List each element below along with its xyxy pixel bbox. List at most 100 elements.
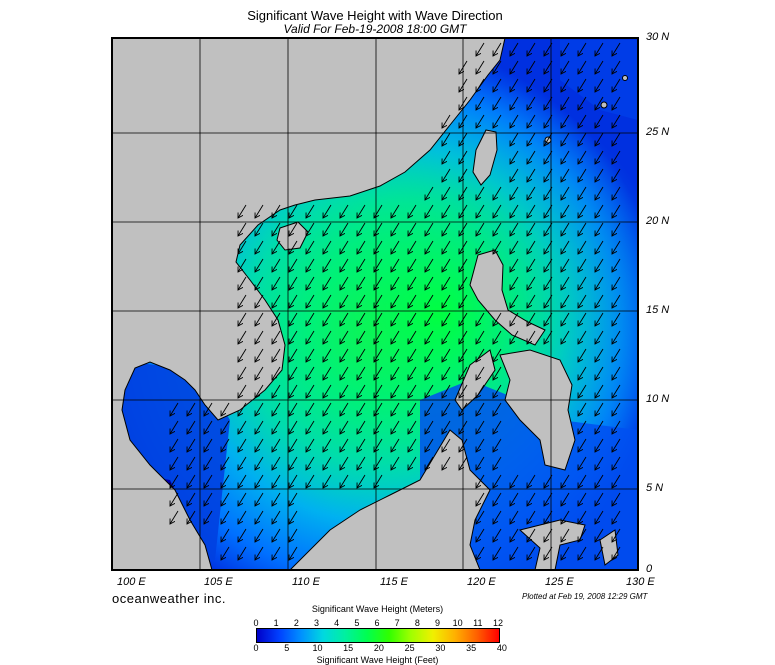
wave-arrow [204, 474, 213, 488]
wave-arrow [459, 114, 468, 128]
wave-arrow [238, 402, 247, 416]
wave-arrow [510, 240, 519, 254]
wave-arrow [340, 438, 349, 452]
wave-arrow [476, 456, 485, 470]
feet-tick: 5 [284, 643, 290, 653]
wave-arrow [442, 348, 451, 362]
wave-arrow [595, 42, 604, 56]
wave-arrow [476, 204, 485, 218]
wave-arrow [272, 438, 281, 452]
wave-arrow [289, 510, 298, 524]
wave-arrow [595, 312, 604, 326]
wave-arrow [578, 96, 587, 110]
wave-arrow [357, 258, 366, 272]
meter-tick: 5 [354, 618, 360, 628]
wave-arrow [578, 510, 587, 524]
wave-arrow [340, 420, 349, 434]
wave-arrow [408, 222, 417, 236]
wave-arrow [578, 330, 587, 344]
wave-arrow [170, 456, 179, 470]
wave-arrow [527, 96, 536, 110]
wave-arrow [510, 42, 519, 56]
land-luzon [469, 249, 546, 346]
wave-arrow [595, 348, 604, 362]
wave-arrow [561, 240, 570, 254]
wave-arrow [187, 402, 196, 416]
wave-arrow [612, 150, 621, 164]
wave-arrow [357, 240, 366, 254]
wave-arrow [425, 294, 434, 308]
wave-arrow [204, 402, 213, 416]
wave-arrow [544, 528, 553, 542]
wave-arrow [425, 348, 434, 362]
wave-arrow [595, 384, 604, 398]
wave-arrow [374, 384, 383, 398]
wave-arrow [187, 510, 196, 524]
wave-arrow [425, 240, 434, 254]
wave-arrow [238, 492, 247, 506]
wave-arrow [459, 384, 468, 398]
wave-arrow [425, 384, 434, 398]
wave-arrow [493, 402, 502, 416]
wave-arrow [340, 456, 349, 470]
wave-arrow [493, 384, 502, 398]
wave-arrow [595, 456, 604, 470]
wave-arrow [476, 492, 485, 506]
wave-arrow [340, 474, 349, 488]
wave-arrow [289, 222, 298, 236]
wave-arrow [612, 438, 621, 452]
wave-arrow [527, 150, 536, 164]
wave-arrow [255, 510, 264, 524]
wave-arrow [272, 204, 281, 218]
wave-arrow [527, 168, 536, 182]
wave-arrow [272, 492, 281, 506]
map-subtitle: Valid For Feb-19-2008 18:00 GMT [283, 22, 467, 36]
wave-arrow [238, 204, 247, 218]
wave-arrow [323, 384, 332, 398]
wave-arrow [323, 222, 332, 236]
meter-tick: 6 [374, 618, 380, 628]
wave-arrow [323, 420, 332, 434]
wave-arrow [442, 204, 451, 218]
wave-arrow [612, 132, 621, 146]
meter-tick: 4 [334, 618, 340, 628]
wave-arrow [612, 330, 621, 344]
wave-arrow [561, 114, 570, 128]
wave-arrow [340, 330, 349, 344]
wave-arrow [425, 438, 434, 452]
wave-arrow [493, 114, 502, 128]
wave-arrow [442, 168, 451, 182]
wave-arrow [493, 186, 502, 200]
wave-arrow [238, 438, 247, 452]
wave-arrow [374, 348, 383, 362]
wave-arrow [425, 330, 434, 344]
wave-arrow [391, 366, 400, 380]
wave-arrow [493, 492, 502, 506]
wave-arrow [391, 204, 400, 218]
wave-arrow [459, 348, 468, 362]
wave-arrow [476, 546, 485, 560]
wave-arrow [272, 294, 281, 308]
wave-arrow [374, 312, 383, 326]
wave-arrow [612, 42, 621, 56]
wave-arrow [204, 438, 213, 452]
feet-tick: 25 [404, 643, 415, 653]
wave-arrow [408, 384, 417, 398]
wave-arrow [357, 474, 366, 488]
wave-arrow [544, 294, 553, 308]
wave-arrow [578, 42, 587, 56]
wave-arrow [527, 78, 536, 92]
wave-arrow [612, 528, 621, 542]
wave-arrow [493, 474, 502, 488]
wave-arrow [544, 60, 553, 74]
wave-arrow [289, 492, 298, 506]
wave-arrow [289, 402, 298, 416]
wave-arrow [442, 258, 451, 272]
wave-arrow [306, 420, 315, 434]
feet-tick: 40 [496, 643, 507, 653]
wave-arrow [442, 114, 451, 128]
wave-arrow [527, 240, 536, 254]
wave-arrow [238, 294, 247, 308]
wave-arrow [476, 78, 485, 92]
wave-arrow [289, 420, 298, 434]
